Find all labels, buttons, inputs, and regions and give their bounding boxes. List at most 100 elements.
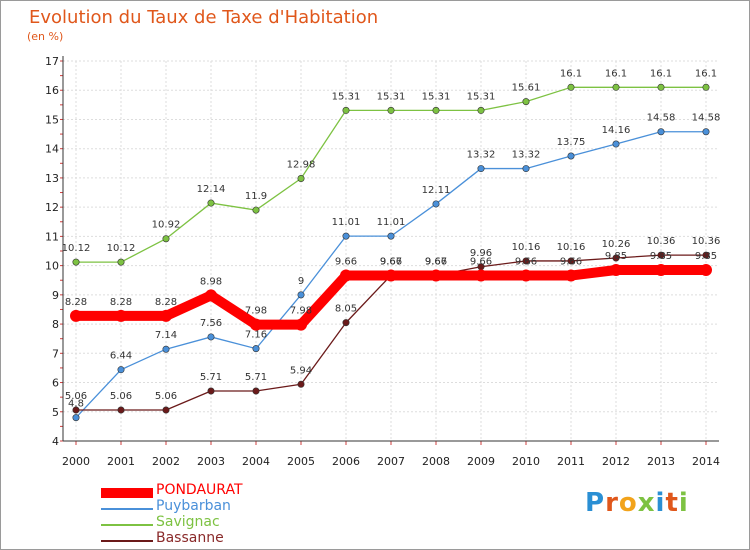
legend-swatch bbox=[101, 540, 153, 542]
data-label-puybarban: 14.16 bbox=[602, 125, 631, 136]
data-point-savignac bbox=[342, 106, 350, 114]
data-label-bassanne: 10.36 bbox=[692, 236, 721, 247]
y-tick-label: 9 bbox=[52, 289, 59, 302]
x-tick-label: 2010 bbox=[512, 455, 540, 468]
y-tick-label: 17 bbox=[45, 55, 59, 68]
legend-label: Puybarban bbox=[156, 498, 231, 514]
data-point-savignac bbox=[612, 83, 620, 91]
y-tick-label: 7 bbox=[52, 347, 59, 360]
data-label-bassanne: 9.67 bbox=[380, 256, 402, 267]
data-point-bassanne bbox=[72, 406, 80, 414]
data-point-bassanne bbox=[117, 406, 125, 414]
data-point-pondaurat bbox=[340, 269, 352, 282]
legend-item-puybarban: Puybarban bbox=[101, 498, 321, 517]
data-point-pondaurat bbox=[610, 264, 622, 276]
data-point-puybarban bbox=[522, 165, 530, 173]
data-point-puybarban bbox=[72, 414, 80, 422]
data-point-puybarban bbox=[117, 366, 125, 374]
data-point-pondaurat bbox=[160, 309, 172, 322]
data-label-pondaurat: 8.28 bbox=[110, 297, 132, 308]
data-label-bassanne: 5.71 bbox=[200, 372, 222, 383]
data-label-pondaurat: 7.98 bbox=[245, 306, 267, 317]
data-label-puybarban: 13.32 bbox=[467, 150, 496, 161]
legend-item-pondaurat: PONDAURAT bbox=[101, 482, 321, 501]
chart-unit-label: (en %) bbox=[27, 30, 64, 43]
data-point-puybarban bbox=[297, 291, 305, 299]
y-tick-label: 15 bbox=[45, 113, 59, 126]
data-point-bassanne bbox=[702, 251, 710, 259]
data-point-bassanne bbox=[252, 387, 260, 395]
data-point-puybarban bbox=[252, 345, 260, 353]
data-point-pondaurat bbox=[700, 264, 712, 276]
data-point-pondaurat bbox=[475, 269, 487, 282]
x-tick-label: 2001 bbox=[107, 455, 135, 468]
data-point-pondaurat bbox=[430, 269, 442, 282]
data-point-savignac bbox=[162, 235, 170, 243]
data-point-pondaurat bbox=[205, 289, 217, 302]
y-tick-label: 10 bbox=[45, 260, 59, 273]
data-label-pondaurat: 9.66 bbox=[560, 257, 582, 268]
data-label-bassanne: 5.06 bbox=[65, 391, 87, 402]
y-tick-label: 11 bbox=[45, 230, 59, 243]
data-point-pondaurat bbox=[295, 318, 307, 331]
data-point-bassanne bbox=[207, 387, 215, 395]
data-label-savignac: 10.12 bbox=[62, 243, 91, 254]
x-tick-label: 2008 bbox=[422, 455, 450, 468]
x-tick-label: 2014 bbox=[692, 455, 720, 468]
data-label-puybarban: 7.56 bbox=[200, 318, 222, 329]
proxiti-logo: Proxiti bbox=[585, 488, 689, 518]
data-label-bassanne: 10.16 bbox=[557, 242, 586, 253]
data-label-savignac: 15.31 bbox=[332, 91, 361, 102]
legend-label: PONDAURAT bbox=[156, 482, 243, 498]
legend-swatch bbox=[101, 524, 153, 526]
data-label-puybarban: 7.14 bbox=[155, 330, 177, 341]
data-point-puybarban bbox=[162, 345, 170, 353]
x-tick-label: 2002 bbox=[152, 455, 180, 468]
data-label-bassanne: 5.06 bbox=[110, 391, 132, 402]
data-label-puybarban: 14.58 bbox=[692, 113, 721, 124]
data-label-bassanne: 9.67 bbox=[425, 256, 447, 267]
data-point-bassanne bbox=[612, 254, 620, 262]
data-label-pondaurat: 8.28 bbox=[65, 297, 87, 308]
data-label-savignac: 12.98 bbox=[287, 160, 316, 171]
data-label-puybarban: 13.32 bbox=[512, 150, 541, 161]
data-label-pondaurat: 9.85 bbox=[650, 251, 672, 262]
data-label-savignac: 15.31 bbox=[377, 91, 406, 102]
data-label-pondaurat: 9.66 bbox=[425, 257, 447, 268]
data-label-pondaurat: 9.85 bbox=[605, 251, 627, 262]
legend-item-savignac: Savignac bbox=[101, 514, 321, 533]
x-tick-label: 2009 bbox=[467, 455, 495, 468]
data-label-savignac: 10.92 bbox=[152, 220, 181, 231]
data-label-savignac: 16.1 bbox=[695, 68, 717, 79]
x-tick-label: 2013 bbox=[647, 455, 675, 468]
data-point-pondaurat bbox=[655, 264, 667, 276]
data-point-puybarban bbox=[477, 165, 485, 173]
data-label-bassanne: 10.26 bbox=[602, 239, 631, 250]
data-point-pondaurat bbox=[520, 269, 532, 282]
data-label-pondaurat: 9.85 bbox=[695, 251, 717, 262]
data-point-pondaurat bbox=[250, 318, 262, 331]
data-point-savignac bbox=[297, 175, 305, 183]
data-label-pondaurat: 9.66 bbox=[380, 257, 402, 268]
data-point-bassanne bbox=[342, 319, 350, 327]
grid-lines bbox=[63, 60, 719, 442]
data-label-savignac: 16.1 bbox=[650, 68, 672, 79]
data-point-savignac bbox=[702, 83, 710, 91]
data-label-pondaurat: 8.28 bbox=[155, 297, 177, 308]
x-tick-label: 2011 bbox=[557, 455, 585, 468]
x-tick-label: 2012 bbox=[602, 455, 630, 468]
data-label-puybarban: 11.01 bbox=[332, 217, 361, 228]
data-label-puybarban: 12.11 bbox=[422, 185, 451, 196]
data-label-savignac: 10.12 bbox=[107, 243, 136, 254]
legend-label: Savignac bbox=[156, 514, 220, 530]
data-label-pondaurat: 7.98 bbox=[290, 306, 312, 317]
data-point-puybarban bbox=[207, 333, 215, 341]
data-point-savignac bbox=[387, 106, 395, 114]
data-label-puybarban: 7.16 bbox=[245, 330, 267, 341]
x-tick-label: 2003 bbox=[197, 455, 225, 468]
data-point-bassanne bbox=[567, 257, 575, 265]
data-label-puybarban: 11.01 bbox=[377, 217, 406, 228]
y-tick-label: 5 bbox=[52, 406, 59, 419]
